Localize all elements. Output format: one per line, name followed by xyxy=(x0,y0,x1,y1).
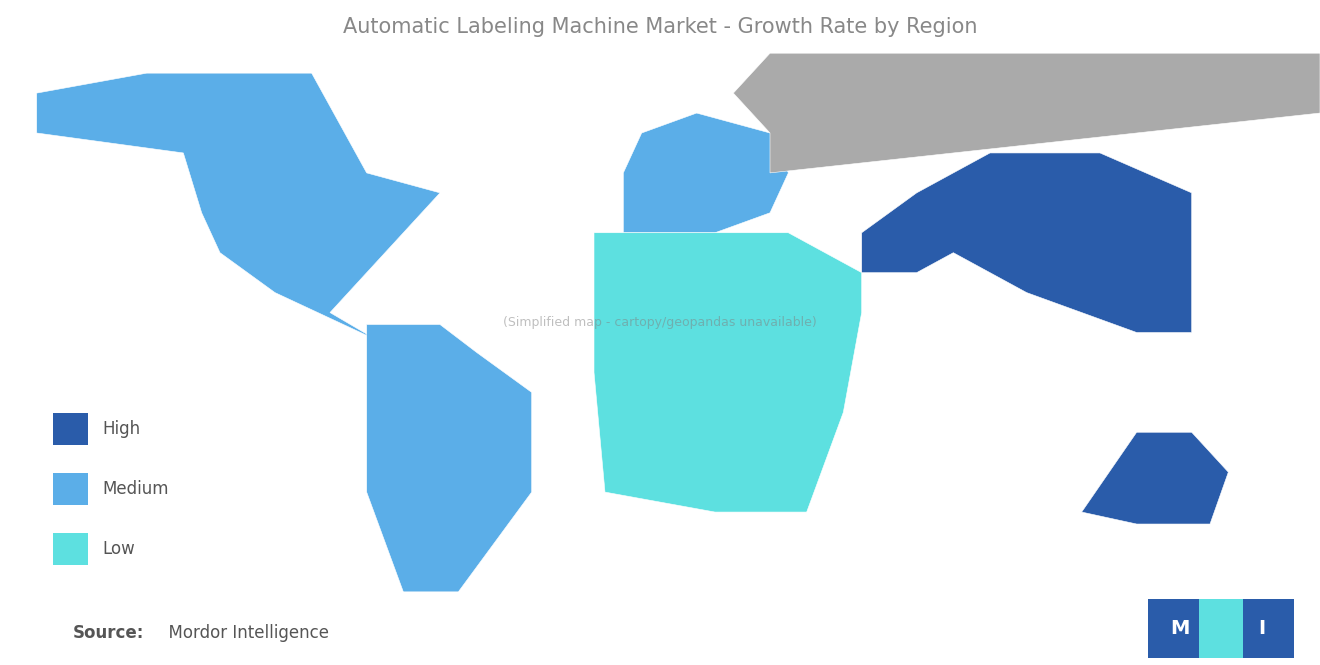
FancyBboxPatch shape xyxy=(53,533,88,565)
Polygon shape xyxy=(734,53,1320,173)
Polygon shape xyxy=(37,73,440,340)
Text: I: I xyxy=(1258,619,1265,638)
Bar xyxy=(1148,598,1214,658)
Polygon shape xyxy=(862,153,1192,332)
Polygon shape xyxy=(623,113,788,233)
Text: Low: Low xyxy=(103,539,135,558)
Bar xyxy=(1228,598,1294,658)
Text: Medium: Medium xyxy=(103,479,169,498)
Text: M: M xyxy=(1171,619,1191,638)
Text: (Simplified map - cartopy/geopandas unavailable): (Simplified map - cartopy/geopandas unav… xyxy=(503,316,817,329)
FancyBboxPatch shape xyxy=(53,473,88,505)
Polygon shape xyxy=(367,325,532,592)
Polygon shape xyxy=(1081,432,1229,524)
Text: Mordor Intelligence: Mordor Intelligence xyxy=(158,624,330,642)
FancyBboxPatch shape xyxy=(53,413,88,445)
Bar xyxy=(1199,598,1243,658)
Text: Automatic Labeling Machine Market - Growth Rate by Region: Automatic Labeling Machine Market - Grow… xyxy=(343,17,977,37)
Text: Source:: Source: xyxy=(73,624,144,642)
Polygon shape xyxy=(594,233,862,512)
Text: High: High xyxy=(103,420,140,438)
